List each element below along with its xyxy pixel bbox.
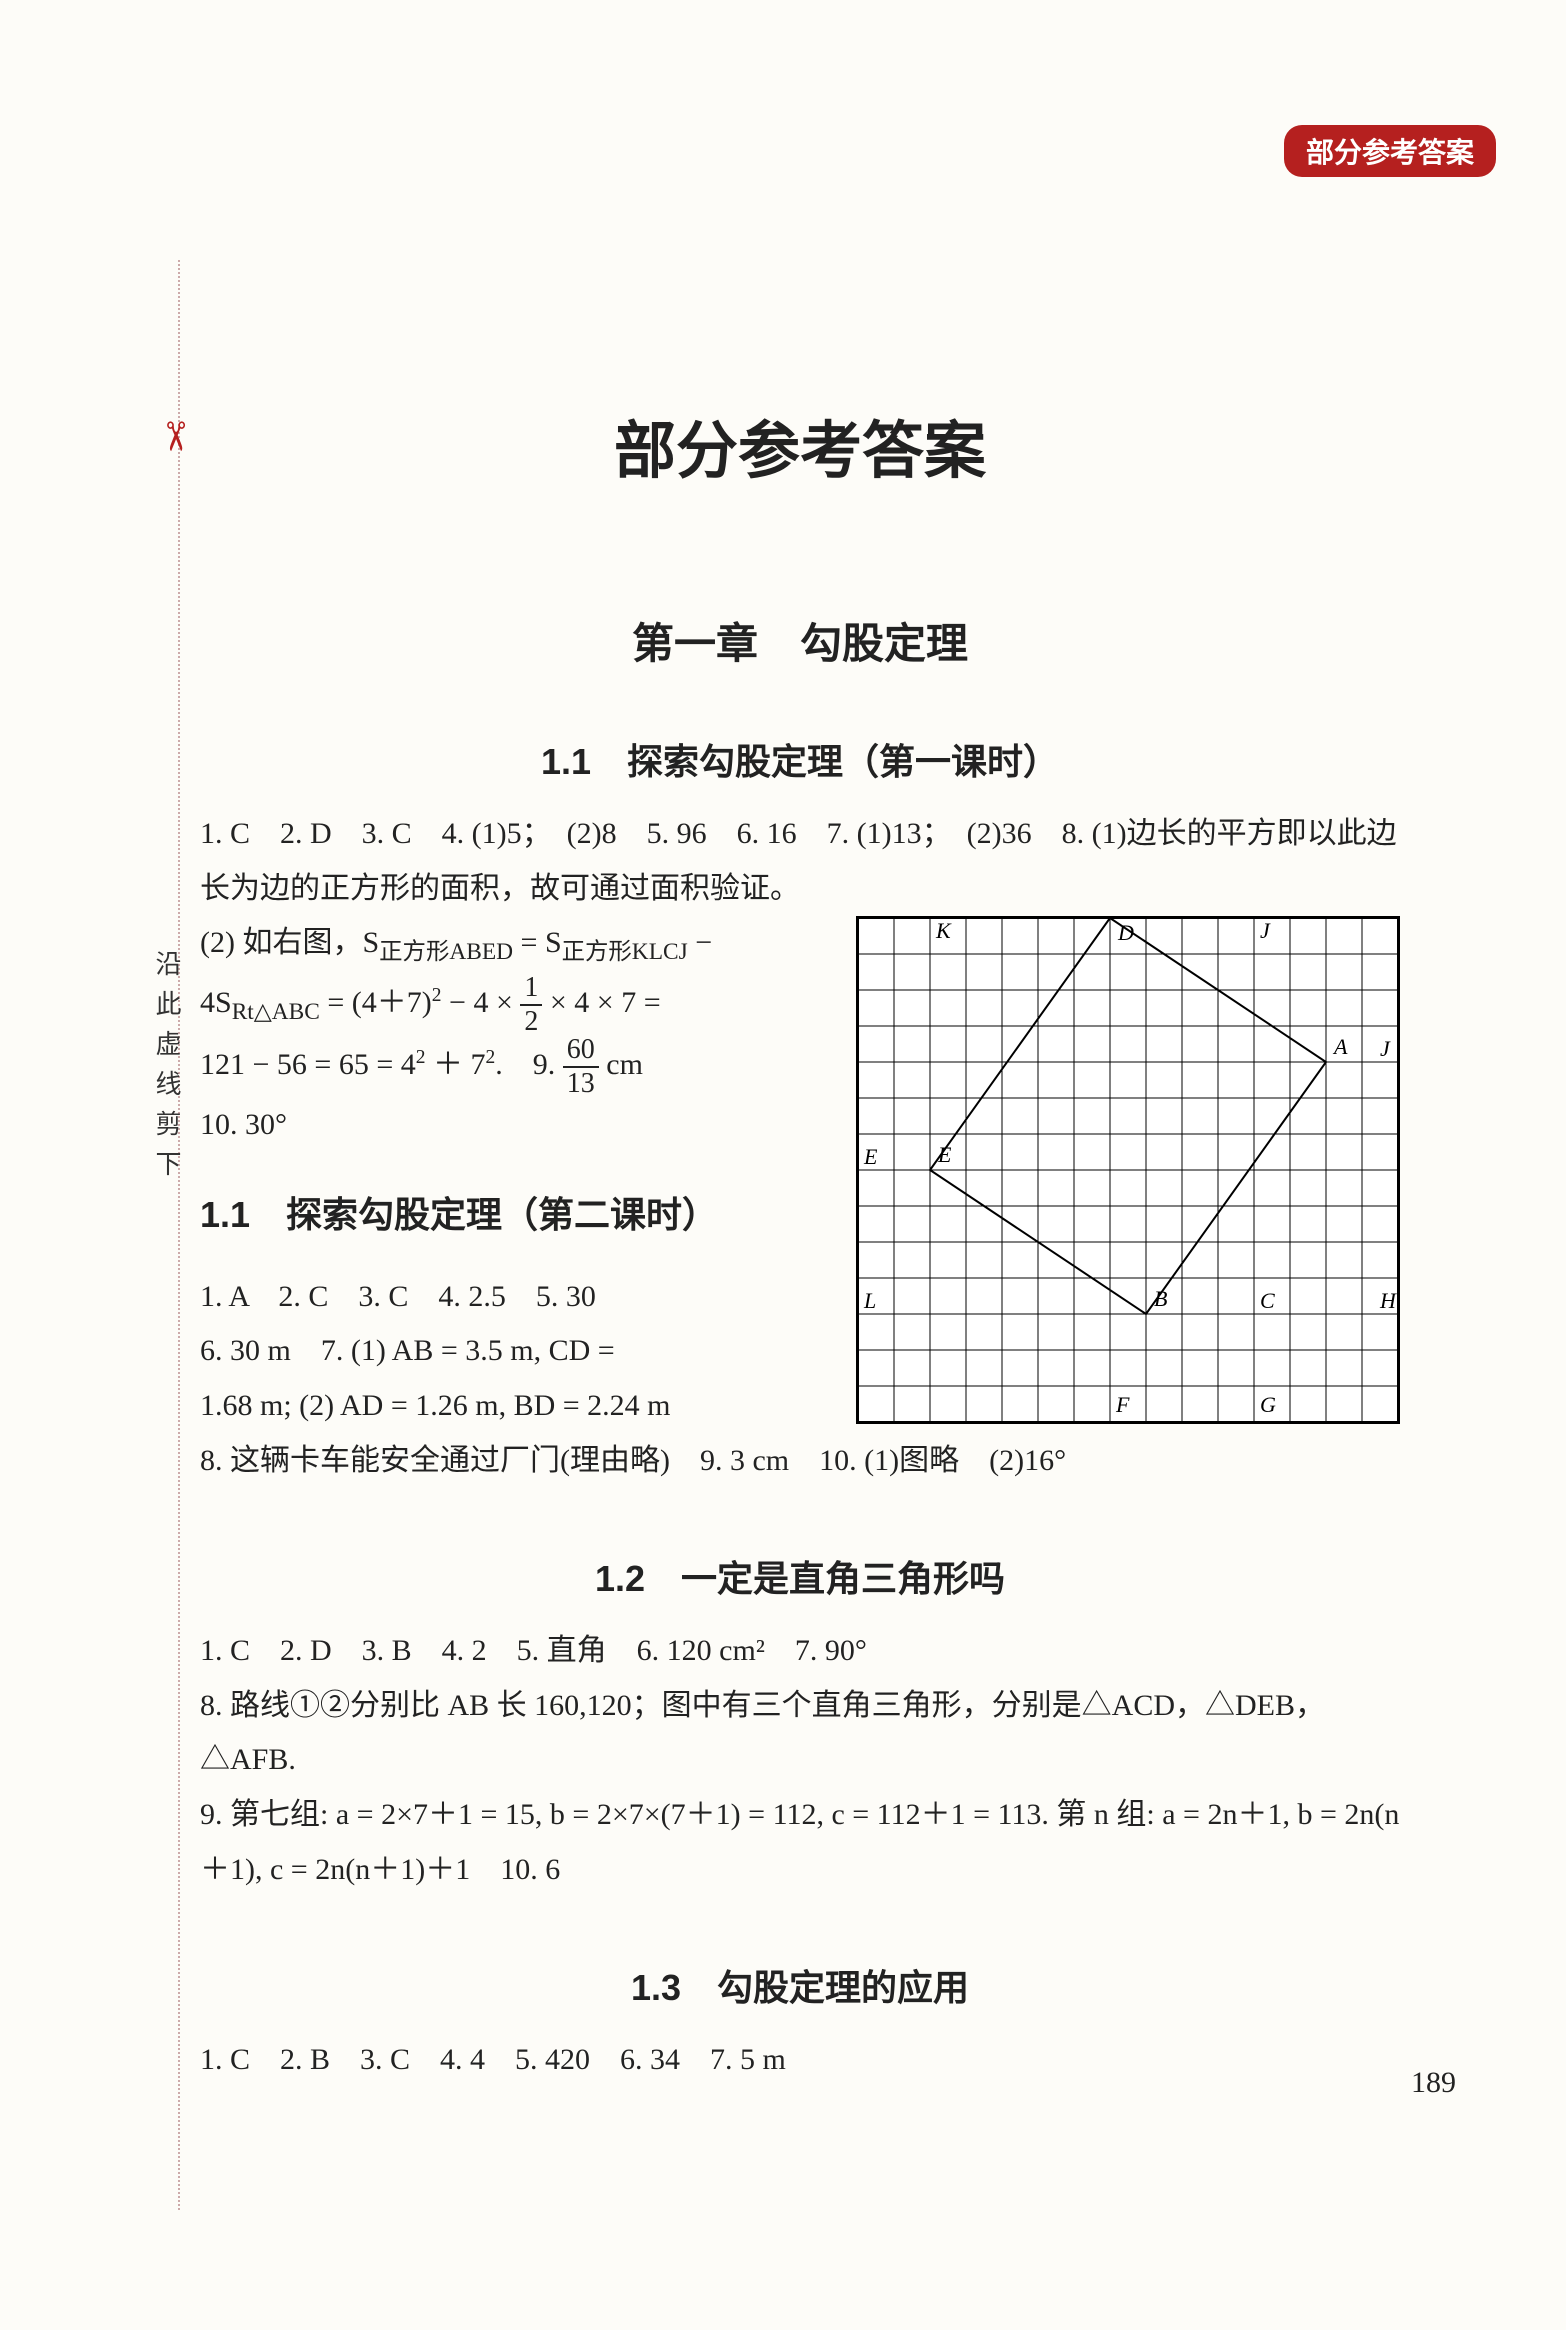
section-1-3-line1: 1. C 2. B 3. C 4. 4 5. 420 6. 34 7. 5 m (200, 2033, 1400, 2088)
section-1-1b-line2: 6. 30 m 7. (1) AB = 3.5 m, CD = (200, 1324, 836, 1379)
text-fragment: cm (599, 1048, 643, 1081)
page-content: 部分参考答案 第一章 勾股定理 1.1 探索勾股定理（第一课时） 1. C 2.… (200, 0, 1480, 2330)
section-1-1a-line4: 121 − 56 = 65 = 42 ＋ 72. 9. 6013 cm (200, 1036, 836, 1098)
svg-text:F: F (1115, 1392, 1130, 1417)
section-1-1a-line1: 1. C 2. D 3. C 4. (1)5； (2)8 5. 96 6. 16… (200, 807, 1400, 916)
section-1-1b-line3: 1.68 m; (2) AD = 1.26 m, BD = 2.24 m (200, 1379, 836, 1434)
cut-dotted-line (178, 260, 180, 2210)
svg-text:A: A (1332, 1034, 1348, 1059)
svg-text:K: K (935, 918, 952, 943)
svg-text:H: H (1379, 1288, 1397, 1313)
section-1-2-line3: 9. 第七组: a = 2×7＋1 = 15, b = 2×7×(7＋1) = … (200, 1788, 1400, 1897)
text-fragment: . 9. (495, 1048, 563, 1081)
svg-text:E: E (937, 1142, 952, 1167)
text-fragment: 121 − 56 = 65 = 4 (200, 1048, 416, 1081)
text-fragment: × 4 × 7 = (542, 986, 660, 1019)
subscript: 正方形ABED (379, 939, 513, 965)
chapter-title: 第一章 勾股定理 (200, 610, 1400, 671)
svg-text:D: D (1117, 920, 1134, 945)
section-1-1a-line5: 10. 30° (200, 1098, 836, 1153)
fraction-num: 60 (563, 1036, 599, 1068)
subscript: Rt△ABC (232, 999, 320, 1025)
svg-text:J: J (1380, 1036, 1391, 1061)
section-1-3-title: 1.3 勾股定理的应用 (200, 1959, 1400, 2011)
cut-line-label: 沿此虚线剪下 (148, 950, 185, 1190)
text-fragment: = S (513, 926, 562, 959)
section-1-1a-title: 1.1 探索勾股定理（第一课时） (200, 733, 1400, 785)
section-1-1a-line3: 4SRt△ABC = (4＋7) 2 − 4 × 12 × 4 × 7 = (200, 974, 836, 1036)
fraction-den: 13 (563, 1068, 599, 1098)
svg-text:G: G (1260, 1392, 1276, 1417)
section-1-1a-left-col: (2) 如右图，S正方形ABED = S正方形KLCJ − 4SRt△ABC =… (200, 916, 836, 1433)
svg-text:C: C (1260, 1288, 1275, 1313)
fraction-num: 1 (520, 974, 542, 1006)
grid-svg: K J J H G F L E E D A B C (858, 918, 1398, 1422)
section-1-1b-title: 1.1 探索勾股定理（第二课时） (200, 1182, 836, 1248)
page-number: 189 (1411, 2066, 1456, 2100)
fraction-den: 2 (520, 1006, 542, 1036)
text-fragment: − (688, 926, 712, 959)
text-fragment: (2) 如右图，S (200, 926, 379, 959)
section-1-2-line1: 1. C 2. D 3. B 4. 2 5. 直角 6. 120 cm² 7. … (200, 1624, 1400, 1679)
text-fragment: ＋ 7 (426, 1048, 486, 1081)
section-1-2-line2: 8. 路线①②分别比 AB 长 160,120；图中有三个直角三角形，分别是△A… (200, 1679, 1400, 1788)
text-fragment: = (4＋7) (320, 986, 432, 1019)
geometry-figure: K J J H G F L E E D A B C (856, 916, 1400, 1424)
section-1-1a-line2: (2) 如右图，S正方形ABED = S正方形KLCJ − (200, 916, 836, 974)
svg-text:J: J (1260, 918, 1271, 943)
text-fragment: − 4 × (442, 986, 521, 1019)
section-1-1b-line4: 8. 这辆卡车能安全通过厂门(理由略) 9. 3 cm 10. (1)图略 (2… (200, 1434, 1400, 1489)
section-1-1a-figure-row: (2) 如右图，S正方形ABED = S正方形KLCJ − 4SRt△ABC =… (200, 916, 1400, 1433)
subscript: 正方形KLCJ (562, 939, 688, 965)
fraction: 12 (520, 974, 542, 1036)
text-fragment: 4S (200, 986, 232, 1019)
page-title: 部分参考答案 (200, 400, 1400, 490)
section-1-2-title: 1.2 一定是直角三角形吗 (200, 1550, 1400, 1602)
fraction: 6013 (563, 1036, 599, 1098)
section-1-1b-line1: 1. A 2. C 3. C 4. 2.5 5. 30 (200, 1270, 836, 1325)
scissors-icon: ✂ (151, 420, 198, 454)
svg-text:L: L (863, 1288, 876, 1313)
svg-text:E: E (863, 1144, 878, 1169)
svg-text:B: B (1154, 1286, 1167, 1311)
